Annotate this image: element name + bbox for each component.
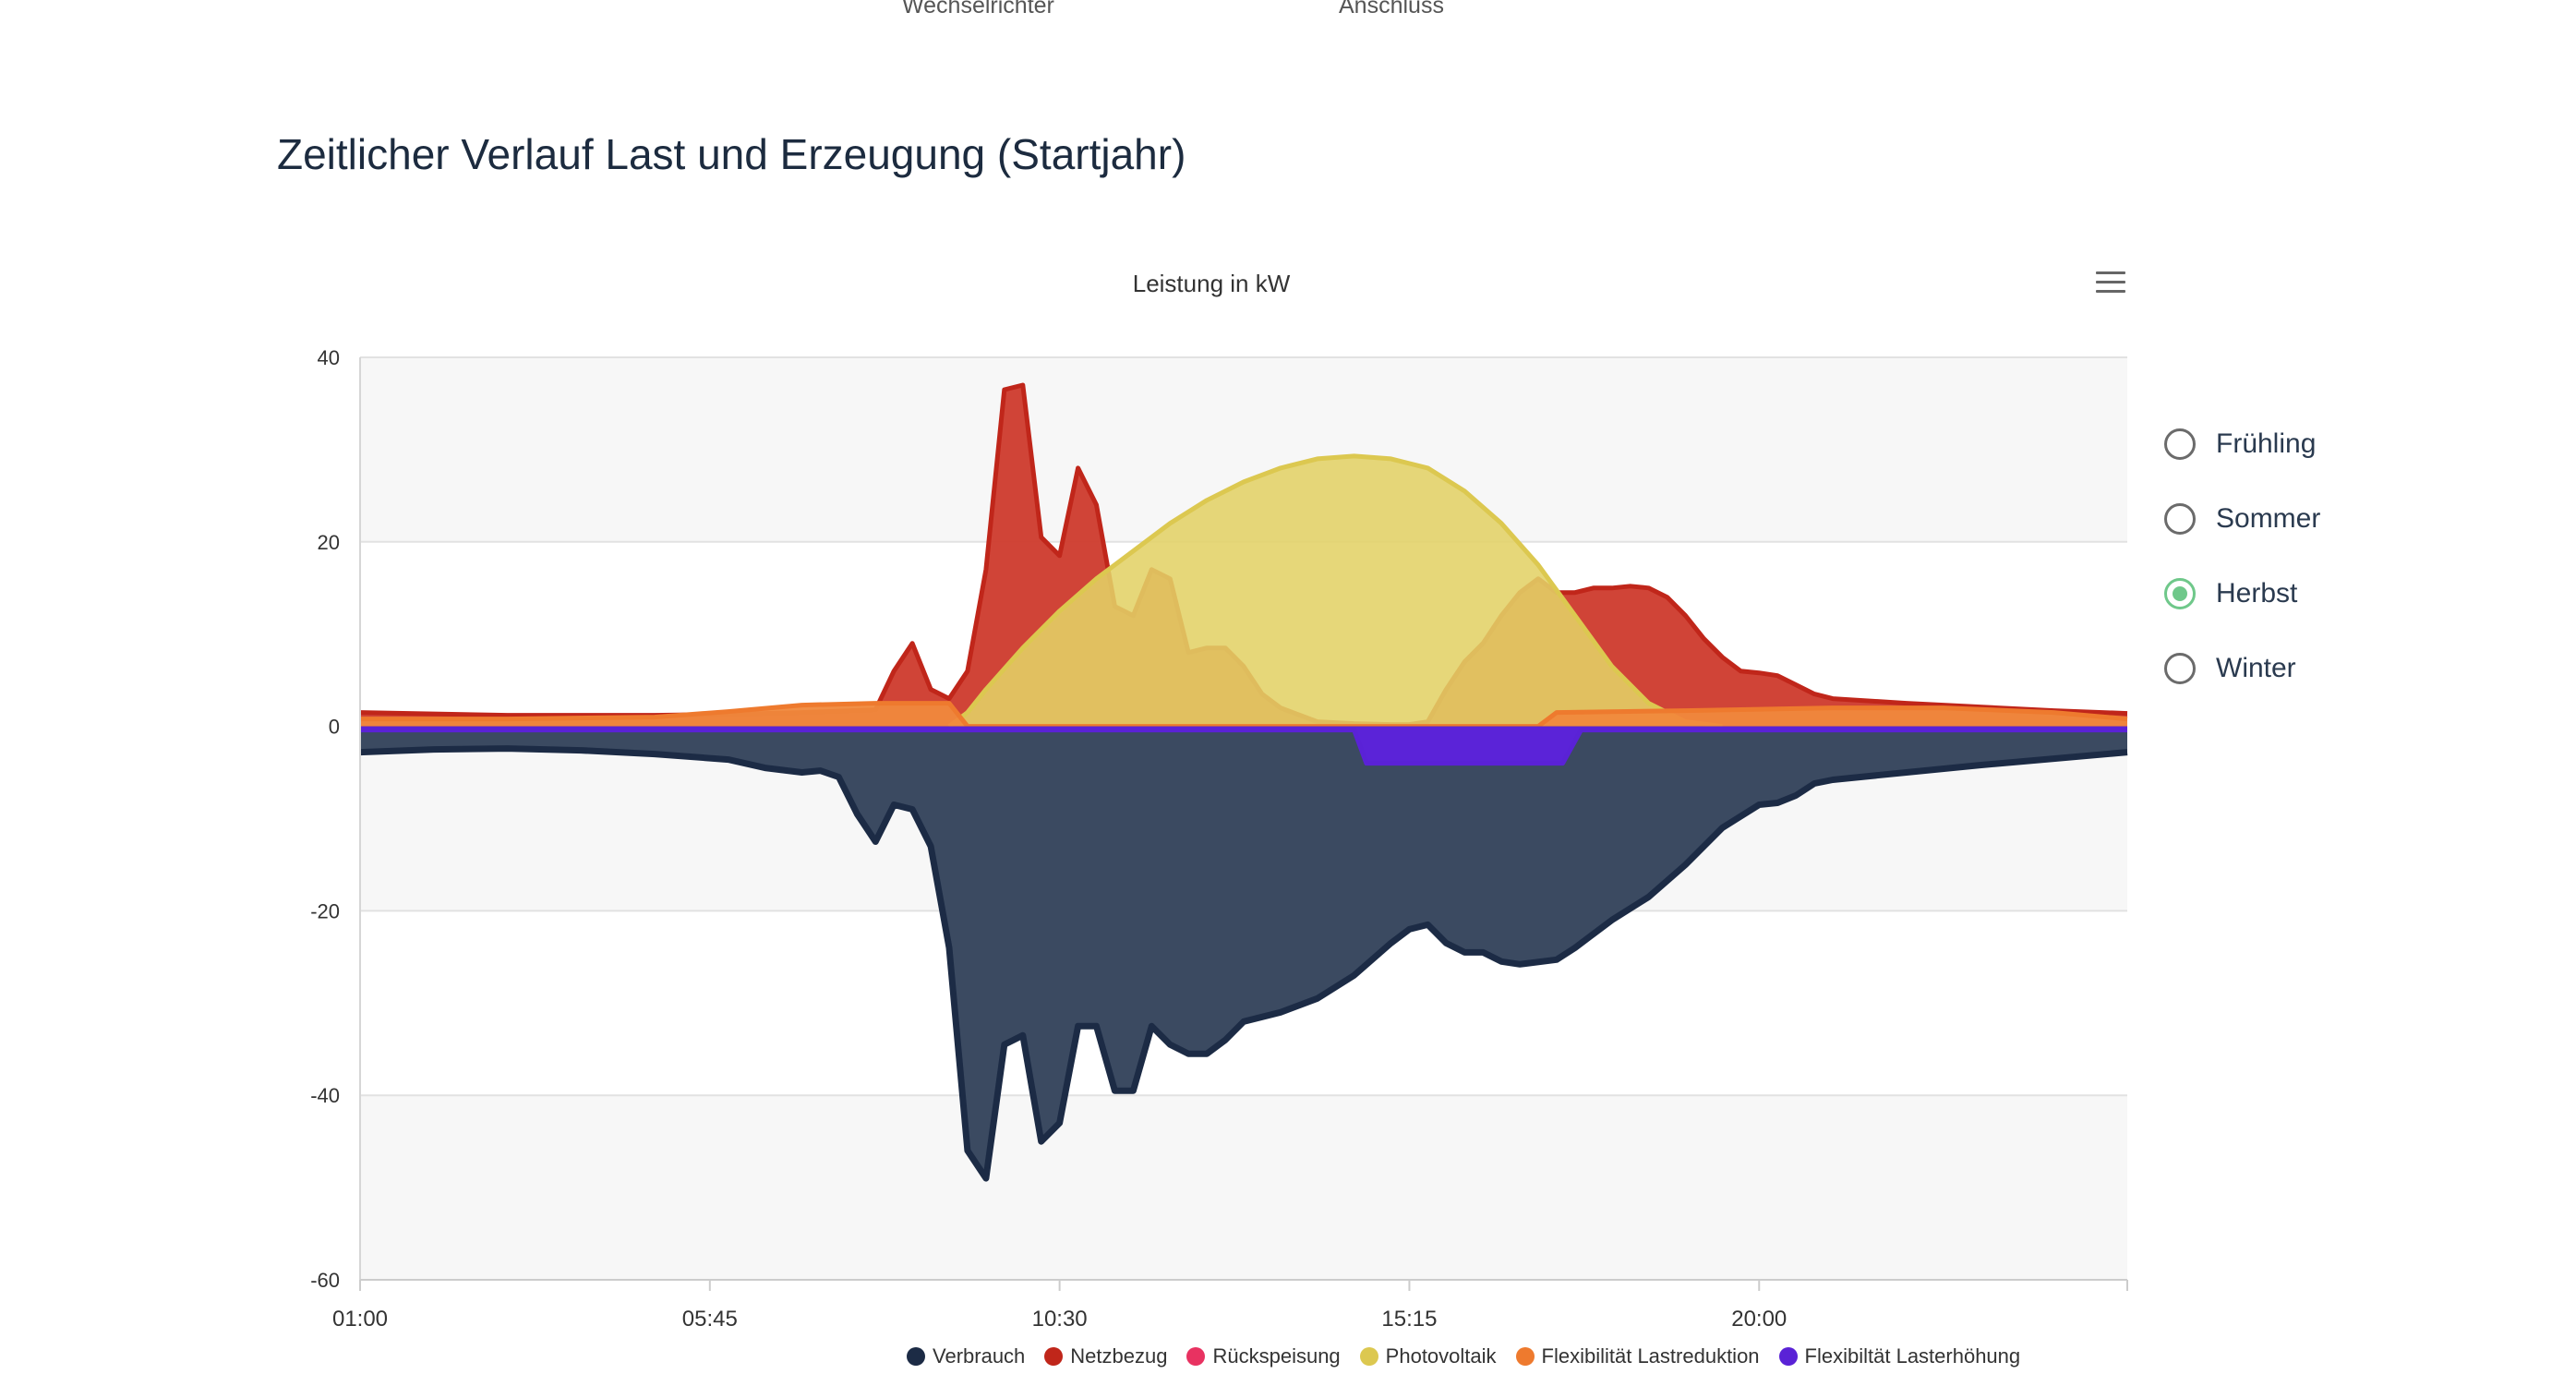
season-selector: Frühling Sommer Herbst Winter xyxy=(2164,406,2320,705)
legend-item[interactable]: Photovoltaik xyxy=(1359,1344,1497,1368)
season-option-winter[interactable]: Winter xyxy=(2164,631,2320,705)
legend-swatch xyxy=(907,1347,925,1366)
top-label-wechselrichter: Wechselrichter xyxy=(902,0,1054,18)
chart-menu-icon[interactable] xyxy=(2096,271,2125,295)
legend-label: Flexibilität Lastreduktion xyxy=(1541,1344,1760,1368)
legend-swatch xyxy=(1359,1347,1378,1366)
y-tick-label: 40 xyxy=(318,346,340,369)
season-label: Herbst xyxy=(2216,577,2298,609)
chart-title: Leistung in kW xyxy=(1133,270,1291,297)
legend-label: Photovoltaik xyxy=(1385,1344,1497,1368)
series-area-photovoltaik[interactable] xyxy=(949,455,1723,727)
season-option-sommer[interactable]: Sommer xyxy=(2164,481,2320,556)
series-line-flexibilt-t-lasterh-hung[interactable] xyxy=(360,728,2127,766)
season-label: Winter xyxy=(2216,652,2296,683)
y-tick-label: -20 xyxy=(310,899,340,922)
season-label: Frühling xyxy=(2216,428,2317,459)
legend-swatch xyxy=(1044,1347,1064,1366)
x-tick-label: 15:15 xyxy=(1381,1307,1437,1332)
chart-legend: Verbrauch Netzbezug Rückspeisung Photovolta… xyxy=(907,1344,2020,1368)
series-line-photovoltaik[interactable] xyxy=(947,453,1723,729)
series-layer xyxy=(359,382,2128,1182)
plot-band xyxy=(360,1095,2127,1280)
radio-button[interactable] xyxy=(2164,577,2196,609)
legend-swatch xyxy=(1186,1347,1206,1366)
legend-item[interactable]: Flexibilität Lastreduktion xyxy=(1515,1344,1760,1368)
x-tick-label: 01:00 xyxy=(332,1307,388,1332)
season-label: Sommer xyxy=(2216,502,2321,534)
top-label-anschluss: Anschluss xyxy=(1339,0,1444,18)
radio-button[interactable] xyxy=(2164,428,2196,460)
season-option-herbst[interactable]: Herbst xyxy=(2164,556,2320,631)
y-tick-label: -40 xyxy=(310,1084,340,1107)
legend-item[interactable]: Flexibiltät Lasterhöhung xyxy=(1778,1344,2021,1368)
series-line-verbrauch[interactable] xyxy=(359,745,2128,1182)
series-area-netzbezug[interactable] xyxy=(360,385,2127,727)
radio-button[interactable] xyxy=(2164,652,2196,684)
legend-swatch xyxy=(1778,1347,1798,1366)
x-tick-label: 10:30 xyxy=(1032,1307,1088,1332)
legend-label: Verbrauch xyxy=(933,1344,1026,1368)
series-area-flexibilit-t-lastreduktion[interactable] xyxy=(360,703,2127,727)
legend-swatch xyxy=(1515,1347,1535,1366)
legend-label: Netzbezug xyxy=(1070,1344,1168,1368)
radio-dot xyxy=(2173,585,2187,601)
x-tick-label: 05:45 xyxy=(682,1307,738,1332)
legend-item[interactable]: Rückspeisung xyxy=(1186,1344,1341,1368)
series-area-verbrauch[interactable] xyxy=(360,726,2127,1179)
y-tick-label: -60 xyxy=(310,1269,340,1292)
x-tick-label: 20:00 xyxy=(1731,1307,1787,1332)
axes-layer: 40 20 0 -20 -40 -60 01:00 05:45 10:30 15:15 20:00 xyxy=(310,346,2128,1332)
y-tick-label: 20 xyxy=(318,531,340,554)
legend-item[interactable]: Verbrauch xyxy=(907,1344,1025,1368)
radio-button[interactable] xyxy=(2164,502,2196,535)
legend-label: Rückspeisung xyxy=(1212,1344,1341,1368)
season-option-frühling[interactable]: Frühling xyxy=(2164,406,2320,481)
section-title: Zeitlicher Verlauf Last und Erzeugung (S… xyxy=(277,130,1186,178)
legend-label: Flexibiltät Lasterhöhung xyxy=(1804,1344,2021,1368)
legend-item[interactable]: Netzbezug xyxy=(1044,1344,1167,1368)
y-tick-label: 0 xyxy=(329,716,340,739)
